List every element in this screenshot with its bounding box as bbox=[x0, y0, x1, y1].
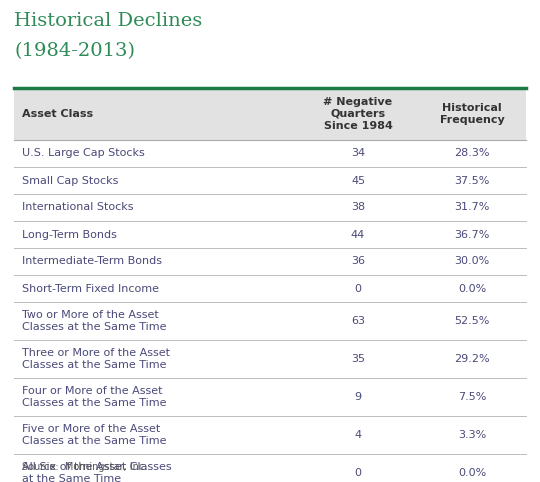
Text: # Negative
Quarters
Since 1984: # Negative Quarters Since 1984 bbox=[323, 97, 393, 131]
Text: Short-Term Fixed Income: Short-Term Fixed Income bbox=[22, 283, 159, 294]
Bar bbox=[14, 248, 526, 275]
Text: Source:  Morningstar, Inc.: Source: Morningstar, Inc. bbox=[22, 462, 147, 472]
Text: Historical
Frequency: Historical Frequency bbox=[440, 103, 504, 125]
Text: Historical Declines: Historical Declines bbox=[14, 12, 202, 30]
Text: 0.0%: 0.0% bbox=[458, 468, 486, 478]
Text: U.S. Large Cap Stocks: U.S. Large Cap Stocks bbox=[22, 148, 145, 159]
Text: 0: 0 bbox=[354, 283, 361, 294]
Bar bbox=[14, 88, 526, 140]
Bar bbox=[14, 454, 526, 482]
Text: 34: 34 bbox=[351, 148, 365, 159]
Text: 38: 38 bbox=[351, 202, 365, 213]
Bar bbox=[14, 140, 526, 167]
Bar bbox=[14, 340, 526, 378]
Bar bbox=[14, 378, 526, 416]
Text: 35: 35 bbox=[351, 354, 365, 364]
Text: 0.0%: 0.0% bbox=[458, 283, 486, 294]
Bar bbox=[14, 275, 526, 302]
Bar bbox=[14, 194, 526, 221]
Text: 52.5%: 52.5% bbox=[454, 316, 490, 326]
Text: Three or More of the Asset
Classes at the Same Time: Three or More of the Asset Classes at th… bbox=[22, 348, 170, 370]
Text: 36.7%: 36.7% bbox=[454, 229, 490, 240]
Text: 3.3%: 3.3% bbox=[458, 430, 486, 440]
Text: 44: 44 bbox=[351, 229, 365, 240]
Text: 37.5%: 37.5% bbox=[454, 175, 490, 186]
Text: Asset Class: Asset Class bbox=[22, 109, 93, 119]
Text: Long-Term Bonds: Long-Term Bonds bbox=[22, 229, 117, 240]
Text: 4: 4 bbox=[354, 430, 362, 440]
Text: Four or More of the Asset
Classes at the Same Time: Four or More of the Asset Classes at the… bbox=[22, 386, 166, 408]
Text: Five or More of the Asset
Classes at the Same Time: Five or More of the Asset Classes at the… bbox=[22, 424, 166, 446]
Text: Small Cap Stocks: Small Cap Stocks bbox=[22, 175, 118, 186]
Bar bbox=[14, 167, 526, 194]
Text: 45: 45 bbox=[351, 175, 365, 186]
Bar bbox=[14, 221, 526, 248]
Text: 30.0%: 30.0% bbox=[454, 256, 490, 267]
Text: International Stocks: International Stocks bbox=[22, 202, 133, 213]
Text: 28.3%: 28.3% bbox=[454, 148, 490, 159]
Text: 9: 9 bbox=[354, 392, 362, 402]
Text: 36: 36 bbox=[351, 256, 365, 267]
Text: 31.7%: 31.7% bbox=[454, 202, 490, 213]
Bar bbox=[14, 302, 526, 340]
Text: 63: 63 bbox=[351, 316, 365, 326]
Text: 7.5%: 7.5% bbox=[458, 392, 486, 402]
Text: (1984-2013): (1984-2013) bbox=[14, 42, 135, 60]
Text: 0: 0 bbox=[354, 468, 361, 478]
Text: 29.2%: 29.2% bbox=[454, 354, 490, 364]
Text: All Six of the Asset Classes
at the Same Time: All Six of the Asset Classes at the Same… bbox=[22, 462, 172, 482]
Bar bbox=[14, 416, 526, 454]
Text: Intermediate-Term Bonds: Intermediate-Term Bonds bbox=[22, 256, 162, 267]
Text: Two or More of the Asset
Classes at the Same Time: Two or More of the Asset Classes at the … bbox=[22, 310, 166, 332]
